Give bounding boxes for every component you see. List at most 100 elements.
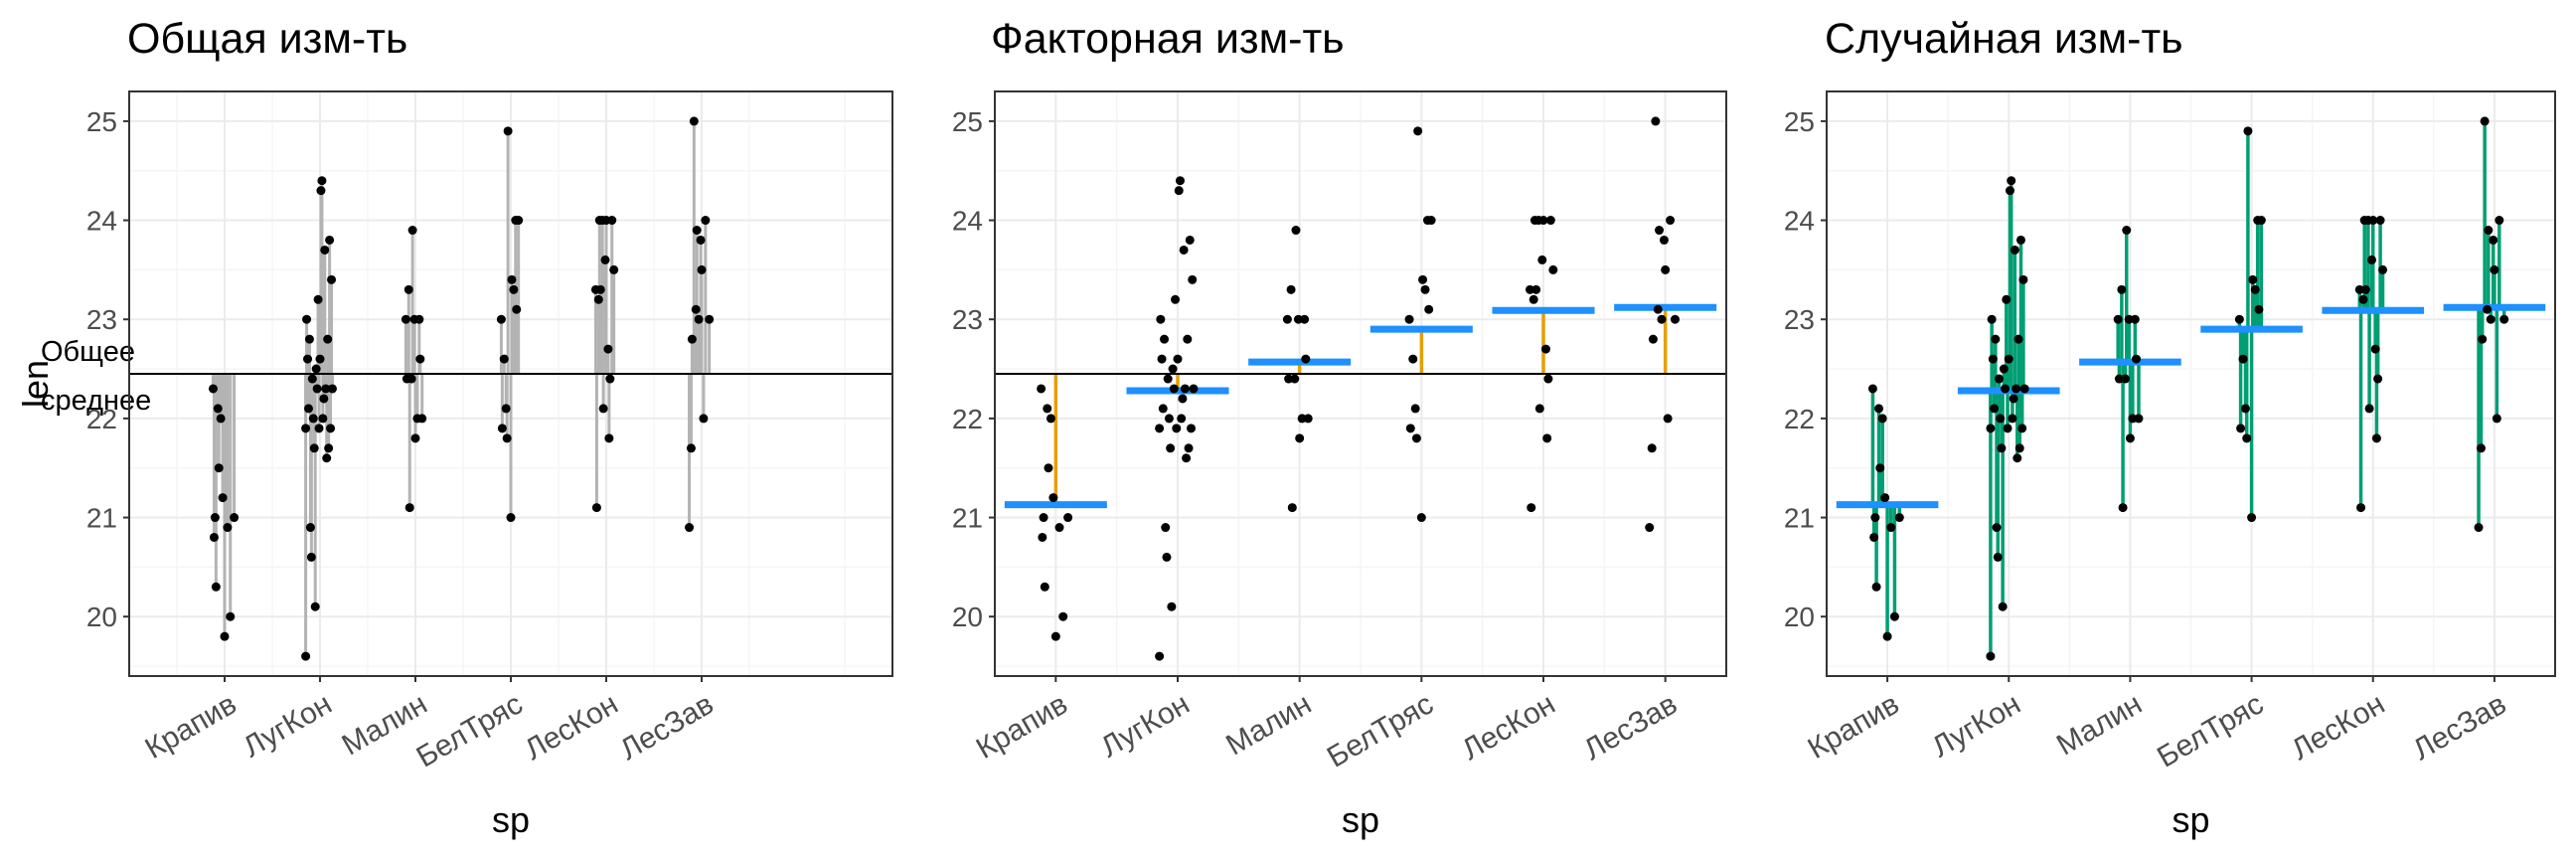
data-point [2375, 216, 2385, 226]
data-point [1867, 384, 1877, 394]
data-point [1287, 503, 1297, 513]
data-point [318, 414, 328, 424]
data-point [1168, 364, 1178, 374]
x-tick-label: БелТряс [1322, 687, 1439, 773]
data-point [697, 264, 707, 274]
data-point [309, 443, 319, 453]
data-point [226, 611, 236, 621]
data-point [2476, 443, 2486, 453]
data-point [317, 176, 327, 186]
data-point [1540, 344, 1550, 354]
y-tick-label: 23 [952, 304, 983, 335]
data-point [2371, 433, 2381, 443]
x-axis-title: sp [2172, 799, 2209, 840]
data-point [1043, 404, 1052, 414]
data-point [1661, 264, 1671, 274]
y-tick-label: 20 [1784, 601, 1815, 632]
data-point [1155, 424, 1165, 433]
data-point [1657, 314, 1667, 324]
data-point [304, 334, 314, 344]
panel-border [994, 90, 1727, 677]
data-point [2118, 503, 2128, 513]
data-point [1160, 334, 1170, 344]
data-point [316, 186, 326, 196]
data-point [306, 552, 316, 562]
data-point [2250, 284, 2260, 294]
data-point [312, 384, 322, 394]
data-point [2238, 354, 2248, 364]
data-point [1188, 274, 1198, 284]
data-point [1175, 176, 1185, 186]
data-point [417, 414, 427, 424]
panel-border [1826, 90, 2556, 677]
data-point [320, 245, 330, 255]
data-point [1179, 245, 1189, 255]
data-point [1894, 513, 1904, 523]
data-point [687, 334, 697, 344]
data-point [1050, 631, 1060, 641]
data-point [307, 374, 317, 384]
data-point [327, 384, 337, 394]
data-point [2004, 354, 2013, 364]
data-point [2360, 284, 2370, 294]
data-point [2254, 304, 2264, 314]
data-point [509, 284, 519, 294]
data-point [1186, 424, 1196, 433]
y-tick-label: 25 [1784, 106, 1815, 137]
data-point [1163, 374, 1173, 384]
data-point [2234, 314, 2244, 324]
data-point [1185, 235, 1195, 245]
data-point [2125, 433, 2135, 443]
panel-title: Общая изм-ть [127, 15, 407, 63]
x-axis-title: sp [492, 799, 530, 840]
data-point [1543, 374, 1553, 384]
x-tick-label: Крапив [971, 687, 1073, 765]
x-tick-label: ЛесКон [2286, 687, 2390, 767]
data-point [1410, 404, 1420, 414]
data-point [694, 314, 704, 324]
data-point [604, 433, 614, 443]
data-point [1291, 226, 1301, 236]
data-point [1173, 354, 1183, 364]
data-point [605, 374, 615, 384]
data-point [2478, 334, 2488, 344]
data-point [598, 404, 608, 414]
x-tick-label: ЛесЗав [1578, 687, 1683, 767]
data-point [210, 513, 220, 523]
data-point [1870, 513, 1880, 523]
data-point [1046, 414, 1055, 424]
data-point [497, 424, 507, 433]
data-point [324, 443, 334, 453]
data-point [303, 354, 313, 364]
y-tick-label: 22 [952, 404, 983, 434]
data-point [2364, 404, 2374, 414]
data-point [216, 414, 226, 424]
data-point [301, 424, 311, 433]
data-point [2010, 245, 2019, 255]
grand-mean-label-line1: Общее [41, 336, 135, 368]
data-point [696, 235, 706, 245]
y-tick-label: 24 [86, 206, 117, 237]
data-point [2015, 235, 2025, 245]
data-point [1038, 532, 1047, 542]
y-tick-label: 23 [86, 304, 117, 335]
data-point [2018, 274, 2028, 284]
data-point [1408, 354, 1418, 364]
y-tick-label: 24 [952, 206, 983, 237]
data-point [314, 424, 324, 433]
data-point [322, 453, 332, 463]
x-axis-title: sp [1342, 799, 1379, 840]
data-point [591, 503, 601, 513]
data-point [2003, 424, 2012, 433]
data-point [2489, 235, 2498, 245]
data-point [2367, 255, 2377, 264]
data-point [2495, 216, 2504, 226]
data-point [2486, 314, 2496, 324]
data-point [1874, 404, 1884, 414]
data-point [1986, 651, 1996, 661]
data-point [325, 235, 335, 245]
data-point [1991, 334, 2001, 344]
data-point [209, 532, 219, 542]
y-tick-label: 25 [952, 106, 983, 137]
panel-3: 20 21 22 23 24 25 Крапив ЛугКон Малин БелТряс ЛесК… [1784, 15, 2556, 840]
